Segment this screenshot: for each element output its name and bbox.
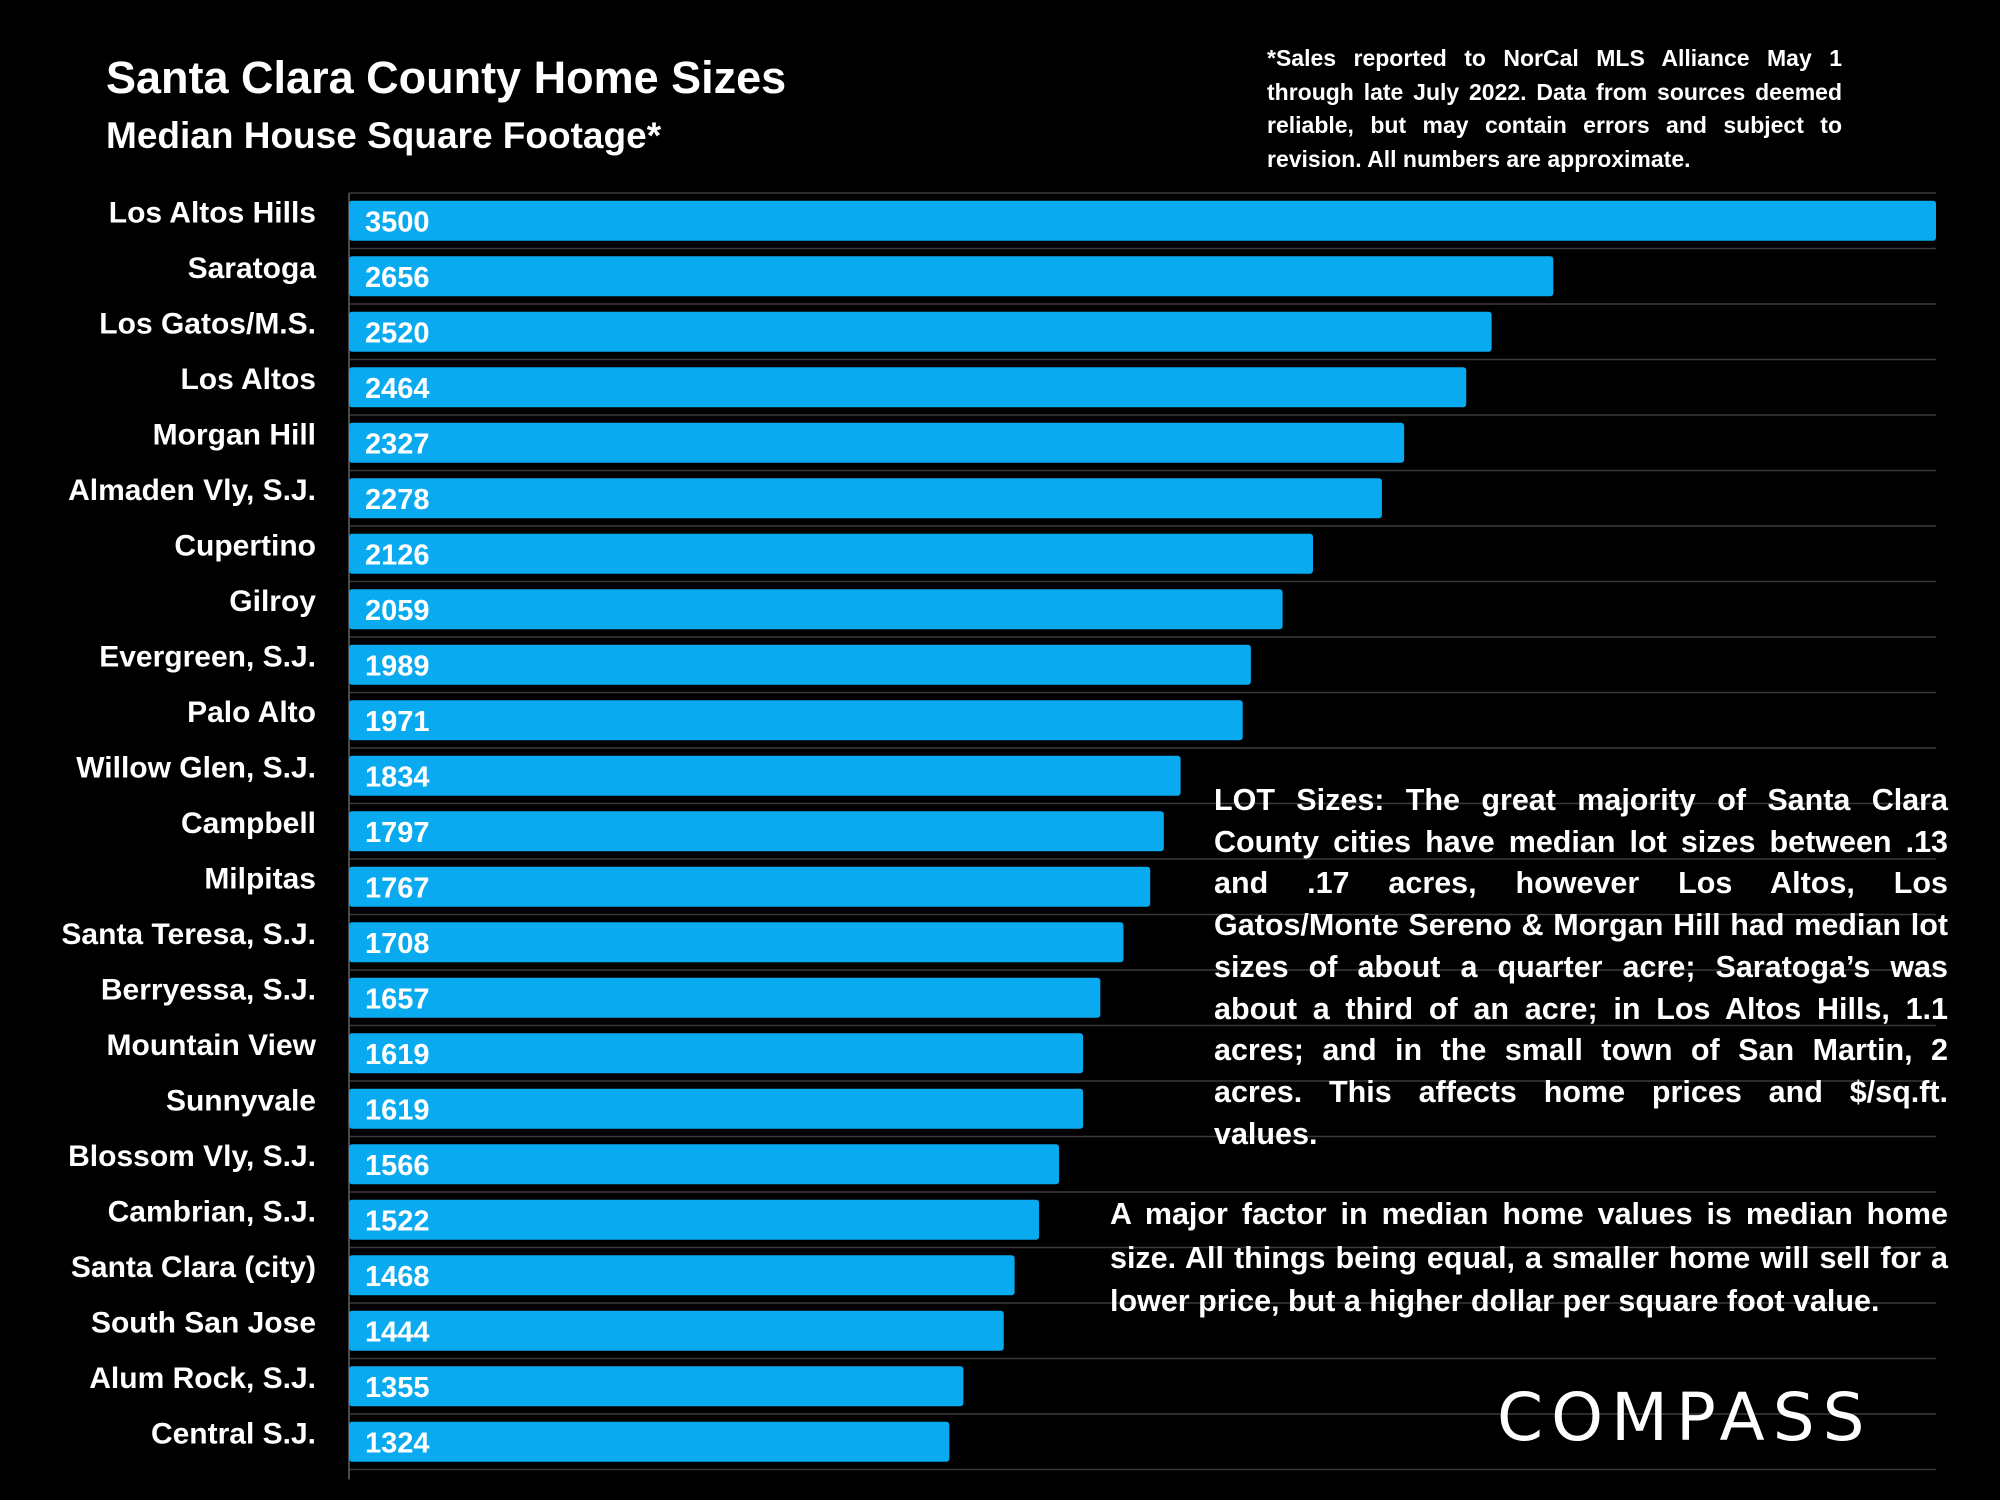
data-label: 1971 <box>365 706 430 738</box>
chart-title: Santa Clara County Home Sizes <box>106 52 787 103</box>
lot-sizes-note: LOT Sizes: The great majority of Santa C… <box>1214 783 1948 1151</box>
bar <box>349 1199 1040 1240</box>
bar <box>349 1421 950 1462</box>
data-label: 1657 <box>365 983 430 1015</box>
compass-logo: COMPASS <box>1497 1379 1873 1456</box>
data-label: 1708 <box>365 928 430 960</box>
category-label: Berryessa, S.J. <box>101 974 316 1007</box>
data-label: 1444 <box>365 1316 430 1348</box>
data-label: 1989 <box>365 650 430 682</box>
chart-subtitle: Median House Square Footage* <box>106 115 662 156</box>
data-label: 1355 <box>365 1372 430 1404</box>
category-label: Blossom Vly, S.J. <box>68 1140 316 1173</box>
data-label: 2464 <box>365 373 430 405</box>
data-label: 1566 <box>365 1150 430 1182</box>
data-label: 1834 <box>365 761 430 793</box>
bar <box>349 644 1251 685</box>
category-label: Campbell <box>181 807 316 840</box>
category-label: Los Altos Hills <box>109 197 316 230</box>
data-label: 2278 <box>365 484 430 516</box>
data-label: 2126 <box>365 539 430 571</box>
bar <box>349 1310 1004 1351</box>
category-label: Evergreen, S.J. <box>99 641 316 674</box>
data-label: 1797 <box>365 817 430 849</box>
bar <box>349 1366 964 1407</box>
data-label: 2327 <box>365 428 430 460</box>
home-size-factor-note: A major factor in median home values is … <box>1110 1197 1948 1318</box>
category-label: Cupertino <box>174 530 316 563</box>
data-label: 1324 <box>365 1427 430 1459</box>
data-label: 1619 <box>365 1039 430 1071</box>
category-label: Milpitas <box>204 863 316 896</box>
category-label: Cambrian, S.J. <box>108 1196 316 1229</box>
data-label: 2520 <box>365 317 430 349</box>
bar <box>349 478 1382 519</box>
bar <box>349 200 1936 241</box>
category-label: Los Gatos/M.S. <box>99 308 316 341</box>
data-label: 1468 <box>365 1261 430 1293</box>
bar <box>349 422 1405 463</box>
bar <box>349 533 1313 574</box>
bar <box>349 256 1554 297</box>
bar <box>349 922 1124 963</box>
data-label: 2059 <box>365 595 430 627</box>
bar <box>349 755 1181 796</box>
category-label: Los Altos <box>180 363 316 396</box>
data-label: 1767 <box>365 872 430 904</box>
data-label: 2656 <box>365 262 430 294</box>
bar <box>349 1144 1060 1185</box>
source-footnote: *Sales reported to NorCal MLS Alliance M… <box>1267 45 1842 172</box>
bar <box>349 1088 1084 1129</box>
category-label: Saratoga <box>188 252 317 285</box>
category-label: Santa Teresa, S.J. <box>61 918 316 951</box>
bar <box>349 977 1101 1018</box>
category-label: South San Jose <box>91 1307 316 1340</box>
bar <box>349 311 1492 352</box>
bar <box>349 700 1243 741</box>
bar <box>349 1255 1015 1296</box>
category-label: Central S.J. <box>151 1418 316 1451</box>
data-label: 3500 <box>365 206 430 238</box>
category-label: Santa Clara (city) <box>71 1251 316 1284</box>
bar <box>349 811 1164 852</box>
bar <box>349 1033 1084 1074</box>
category-label: Sunnyvale <box>166 1085 316 1118</box>
category-label: Morgan Hill <box>153 419 316 452</box>
category-label: Willow Glen, S.J. <box>76 752 316 785</box>
category-label: Palo Alto <box>187 696 316 729</box>
bar <box>349 589 1283 630</box>
data-label: 1522 <box>365 1205 430 1237</box>
category-label: Almaden Vly, S.J. <box>68 474 316 507</box>
bar <box>349 367 1467 408</box>
category-label: Gilroy <box>229 585 316 618</box>
category-label: Alum Rock, S.J. <box>89 1362 316 1395</box>
data-label: 1619 <box>365 1094 430 1126</box>
category-label: Mountain View <box>107 1029 317 1062</box>
bar <box>349 866 1151 907</box>
